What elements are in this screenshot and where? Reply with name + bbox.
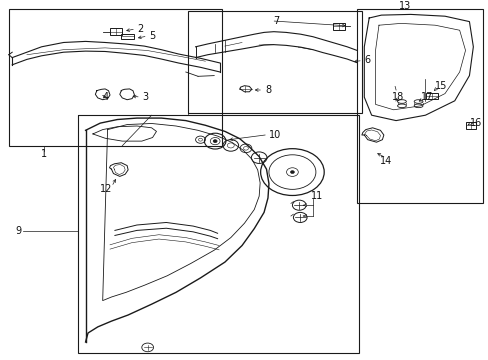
Circle shape xyxy=(213,140,217,143)
Bar xyxy=(332,23,345,30)
Bar xyxy=(121,34,134,39)
Text: 17: 17 xyxy=(420,92,433,102)
Text: 11: 11 xyxy=(310,191,323,201)
Text: 13: 13 xyxy=(398,1,411,12)
Text: 3: 3 xyxy=(142,92,148,102)
Text: 6: 6 xyxy=(364,55,370,66)
Text: 10: 10 xyxy=(268,130,281,140)
Text: 16: 16 xyxy=(469,118,482,128)
Bar xyxy=(78,115,359,353)
Bar xyxy=(356,9,482,203)
Bar xyxy=(188,11,361,113)
Text: 4: 4 xyxy=(102,92,108,102)
Text: 18: 18 xyxy=(391,92,404,102)
Text: 9: 9 xyxy=(16,226,21,236)
Text: 1: 1 xyxy=(41,149,47,159)
Text: 7: 7 xyxy=(273,16,279,26)
Text: 5: 5 xyxy=(149,31,155,41)
Text: 8: 8 xyxy=(264,85,270,95)
Text: 12: 12 xyxy=(100,184,113,194)
Circle shape xyxy=(290,171,294,174)
Text: 14: 14 xyxy=(379,156,392,166)
Bar xyxy=(9,9,222,146)
Text: 2: 2 xyxy=(138,24,143,34)
Bar xyxy=(426,93,437,99)
Bar xyxy=(465,122,475,129)
Text: 15: 15 xyxy=(434,81,447,91)
Bar xyxy=(110,28,122,35)
